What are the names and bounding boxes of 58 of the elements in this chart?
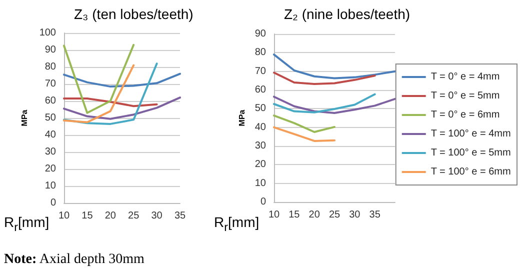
y-tick-label: 90	[44, 44, 56, 56]
y-tick-label: 50	[254, 103, 266, 114]
x-axis-title: R$_{r}$[mm]	[4, 213, 50, 236]
x-tick-label: 10	[268, 210, 280, 220]
y-tick-label: 60	[44, 96, 56, 106]
y-tick-label: 0	[50, 198, 56, 208]
x-tick-label: 35	[174, 210, 186, 222]
line-series	[63, 96, 181, 120]
legend-label: T = 100° e = 6mm	[430, 166, 511, 178]
legend-label: T = 0° e = 4mm	[430, 72, 500, 82]
x-tick-label: 25	[128, 210, 140, 222]
x-tick-label: 15	[288, 210, 300, 220]
line-series	[273, 114, 336, 133]
legend-label: T = 0° e = 5mm	[430, 90, 500, 102]
legend-label: T = 0° e = 6mm	[430, 110, 500, 120]
x-tick-label: 20	[104, 210, 116, 222]
y-tick-label: 10	[254, 178, 266, 189]
legend-label: T = 100° e = 4mm	[430, 128, 511, 140]
y-tick-label: 40	[254, 122, 266, 133]
line-series	[63, 62, 158, 125]
y-tick-label: 90	[254, 28, 266, 40]
line-series	[63, 64, 135, 124]
chart-title: Z₂ (nine lobes/teeth)	[284, 6, 410, 22]
y-tick-label: 10	[44, 180, 56, 192]
x-tick-label: 35	[369, 210, 381, 220]
line-series	[63, 97, 158, 108]
y-tick-label: 40	[44, 130, 56, 140]
y-tick-label: 70	[44, 78, 56, 90]
line-series	[273, 93, 376, 114]
line-series	[63, 44, 135, 114]
y-axis-title: MPa	[20, 109, 29, 126]
x-tick-label: 25	[328, 210, 340, 220]
y-tick-label: 80	[44, 62, 56, 72]
x-tick-label: 10	[58, 210, 70, 222]
line-series	[273, 96, 396, 114]
x-tick-label: 30	[151, 210, 163, 222]
y-tick-label: 30	[254, 140, 266, 152]
line-series	[273, 72, 376, 86]
y-tick-label: 100	[39, 28, 56, 38]
y-tick-label: 80	[254, 47, 266, 58]
y-axis-title: MPa	[238, 109, 246, 126]
chart-title: Z₃ (ten lobes/teeth)	[74, 6, 194, 22]
y-tick-label: 0	[260, 196, 266, 208]
y-tick-label: 60	[254, 84, 266, 96]
line-series	[273, 54, 396, 80]
y-tick-label: 20	[254, 159, 266, 170]
y-tick-label: 50	[44, 112, 56, 124]
x-axis-title: R$_{r}$[mm]	[214, 213, 260, 236]
text: Note: Axial depth 30mm	[4, 252, 144, 268]
x-tick-label: 20	[308, 210, 320, 220]
line-series	[273, 126, 336, 142]
y-tick-label: 70	[254, 66, 266, 77]
y-tick-label: 30	[44, 146, 56, 158]
legend-label: T = 100° e = 5mm	[430, 148, 511, 158]
line-series	[63, 72, 181, 88]
x-tick-label: 30	[349, 210, 361, 220]
y-tick-label: 20	[44, 164, 56, 174]
x-tick-label: 15	[82, 210, 94, 222]
